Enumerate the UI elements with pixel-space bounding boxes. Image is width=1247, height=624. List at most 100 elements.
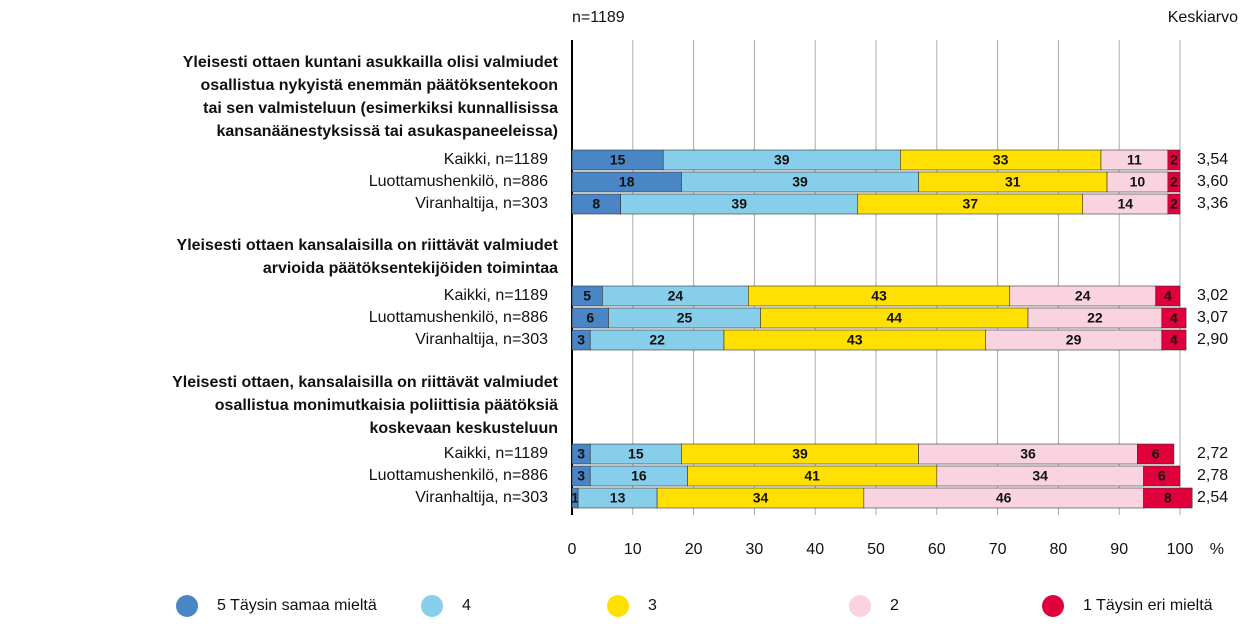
mean-label: 3,54 (1197, 151, 1228, 168)
legend-label: 5 Täysin samaa mieltä (217, 597, 377, 614)
segment-label: 44 (886, 310, 902, 326)
bar-segment (1143, 465, 1181, 487)
mean-label: 2,54 (1197, 489, 1228, 506)
segment-label: 10 (1130, 174, 1146, 190)
segment-label: 37 (962, 196, 978, 212)
segment-label: 22 (1087, 310, 1103, 326)
group-title: Yleisesti ottaen, kansalaisilla on riitt… (172, 374, 559, 391)
segment-label: 31 (1005, 174, 1021, 190)
segment-label: 16 (631, 468, 647, 484)
segment-label: 8 (592, 196, 600, 212)
category-label: Viranhaltija, n=303 (415, 489, 548, 506)
bar-segment (1137, 443, 1175, 465)
segment-label: 15 (610, 152, 626, 168)
legend-swatch (176, 595, 198, 617)
category-label: Luottamushenkilö, n=886 (369, 309, 548, 326)
segment-label: 24 (668, 288, 684, 304)
x-tick-label: 0 (568, 541, 577, 558)
x-tick-label: 30 (746, 541, 764, 558)
segment-label: 22 (649, 332, 665, 348)
legend-swatch (421, 595, 443, 617)
category-label: Kaikki, n=1189 (444, 445, 548, 462)
legend-label: 1 Täysin eri mieltä (1083, 597, 1213, 614)
segment-label: 33 (993, 152, 1009, 168)
segment-label: 25 (677, 310, 693, 326)
x-tick-label: 20 (685, 541, 703, 558)
category-label: Kaikki, n=1189 (444, 151, 548, 168)
segment-label: 29 (1066, 332, 1082, 348)
bar-segment (1167, 193, 1181, 215)
category-label: Viranhaltija, n=303 (415, 331, 548, 348)
legend-label: 2 (890, 597, 899, 614)
group-title: koskevaan keskusteluun (369, 420, 558, 437)
segment-label: 39 (731, 196, 747, 212)
x-tick-label: 70 (989, 541, 1007, 558)
segment-label: 39 (792, 174, 808, 190)
segment-label: 34 (753, 490, 769, 506)
bar-segment (1167, 171, 1181, 193)
bar-segment (1167, 149, 1181, 171)
bar-segment (1161, 307, 1187, 329)
segment-label: 3 (577, 332, 585, 348)
segment-label: 6 (586, 310, 594, 326)
x-tick-label: 60 (928, 541, 946, 558)
segment-label: 39 (774, 152, 790, 168)
x-tick-label: 40 (806, 541, 824, 558)
segment-label: 11 (1127, 152, 1142, 168)
segment-label: 13 (610, 490, 626, 506)
group-title: Yleisesti ottaen kuntani asukkailla olis… (183, 54, 559, 71)
legend-swatch (607, 595, 629, 617)
legend-label: 3 (648, 597, 657, 614)
x-tick-label: 50 (867, 541, 885, 558)
x-tick-label: 80 (1050, 541, 1068, 558)
group-title: tai sen valmisteluun (esimerkiksi kunnal… (203, 100, 558, 117)
mean-label: 3,07 (1197, 309, 1228, 326)
bar-segment (1155, 285, 1181, 307)
segment-label: 39 (792, 446, 808, 462)
x-tick-label: 90 (1110, 541, 1128, 558)
group-title: arvioida päätöksentekijöiden toimintaa (263, 260, 558, 277)
group-title: kansanäänestyksissä tai asukaspaneeleiss… (216, 123, 558, 140)
category-label: Luottamushenkilö, n=886 (369, 173, 548, 190)
x-tick-label: 100 (1167, 541, 1194, 558)
segment-label: 34 (1032, 468, 1048, 484)
bar-segment (1161, 329, 1187, 351)
segment-label: 2 (1170, 152, 1178, 168)
group-title: osallistua monimutkaisia poliittisia pää… (215, 397, 558, 414)
segment-label: 8 (1164, 490, 1172, 506)
category-label: Kaikki, n=1189 (444, 287, 548, 304)
segment-label: 3 (577, 468, 585, 484)
mean-label: 2,72 (1197, 445, 1228, 462)
mean-label: 2,90 (1197, 331, 1228, 348)
segment-label: 24 (1075, 288, 1091, 304)
mean-header: Keskiarvo (1168, 9, 1238, 26)
sample-note: n=1189 (572, 9, 625, 26)
segment-label: 1 (571, 490, 579, 506)
legend-label: 4 (462, 597, 471, 614)
mean-label: 3,36 (1197, 195, 1228, 212)
segment-label: 15 (628, 446, 644, 462)
segment-label: 4 (1170, 310, 1178, 326)
segment-label: 5 (583, 288, 591, 304)
segment-label: 6 (1158, 468, 1166, 484)
segment-label: 41 (804, 468, 820, 484)
x-axis-label: % (1210, 541, 1224, 558)
bar-segment (1143, 487, 1193, 509)
segment-label: 2 (1170, 196, 1178, 212)
mean-label: 3,60 (1197, 173, 1228, 190)
group-title: Yleisesti ottaen kansalaisilla on riittä… (177, 237, 559, 254)
group-title: osallistua nykyistä enemmän päätöksentek… (201, 77, 558, 94)
segment-label: 18 (619, 174, 635, 190)
segment-label: 3 (577, 446, 585, 462)
segment-label: 46 (996, 490, 1012, 506)
mean-label: 3,02 (1197, 287, 1228, 304)
x-tick-label: 10 (624, 541, 642, 558)
segment-label: 6 (1152, 446, 1160, 462)
segment-label: 36 (1020, 446, 1036, 462)
legend-swatch (849, 595, 871, 617)
segment-label: 4 (1164, 288, 1172, 304)
segment-label: 14 (1117, 196, 1133, 212)
segment-label: 2 (1170, 174, 1178, 190)
